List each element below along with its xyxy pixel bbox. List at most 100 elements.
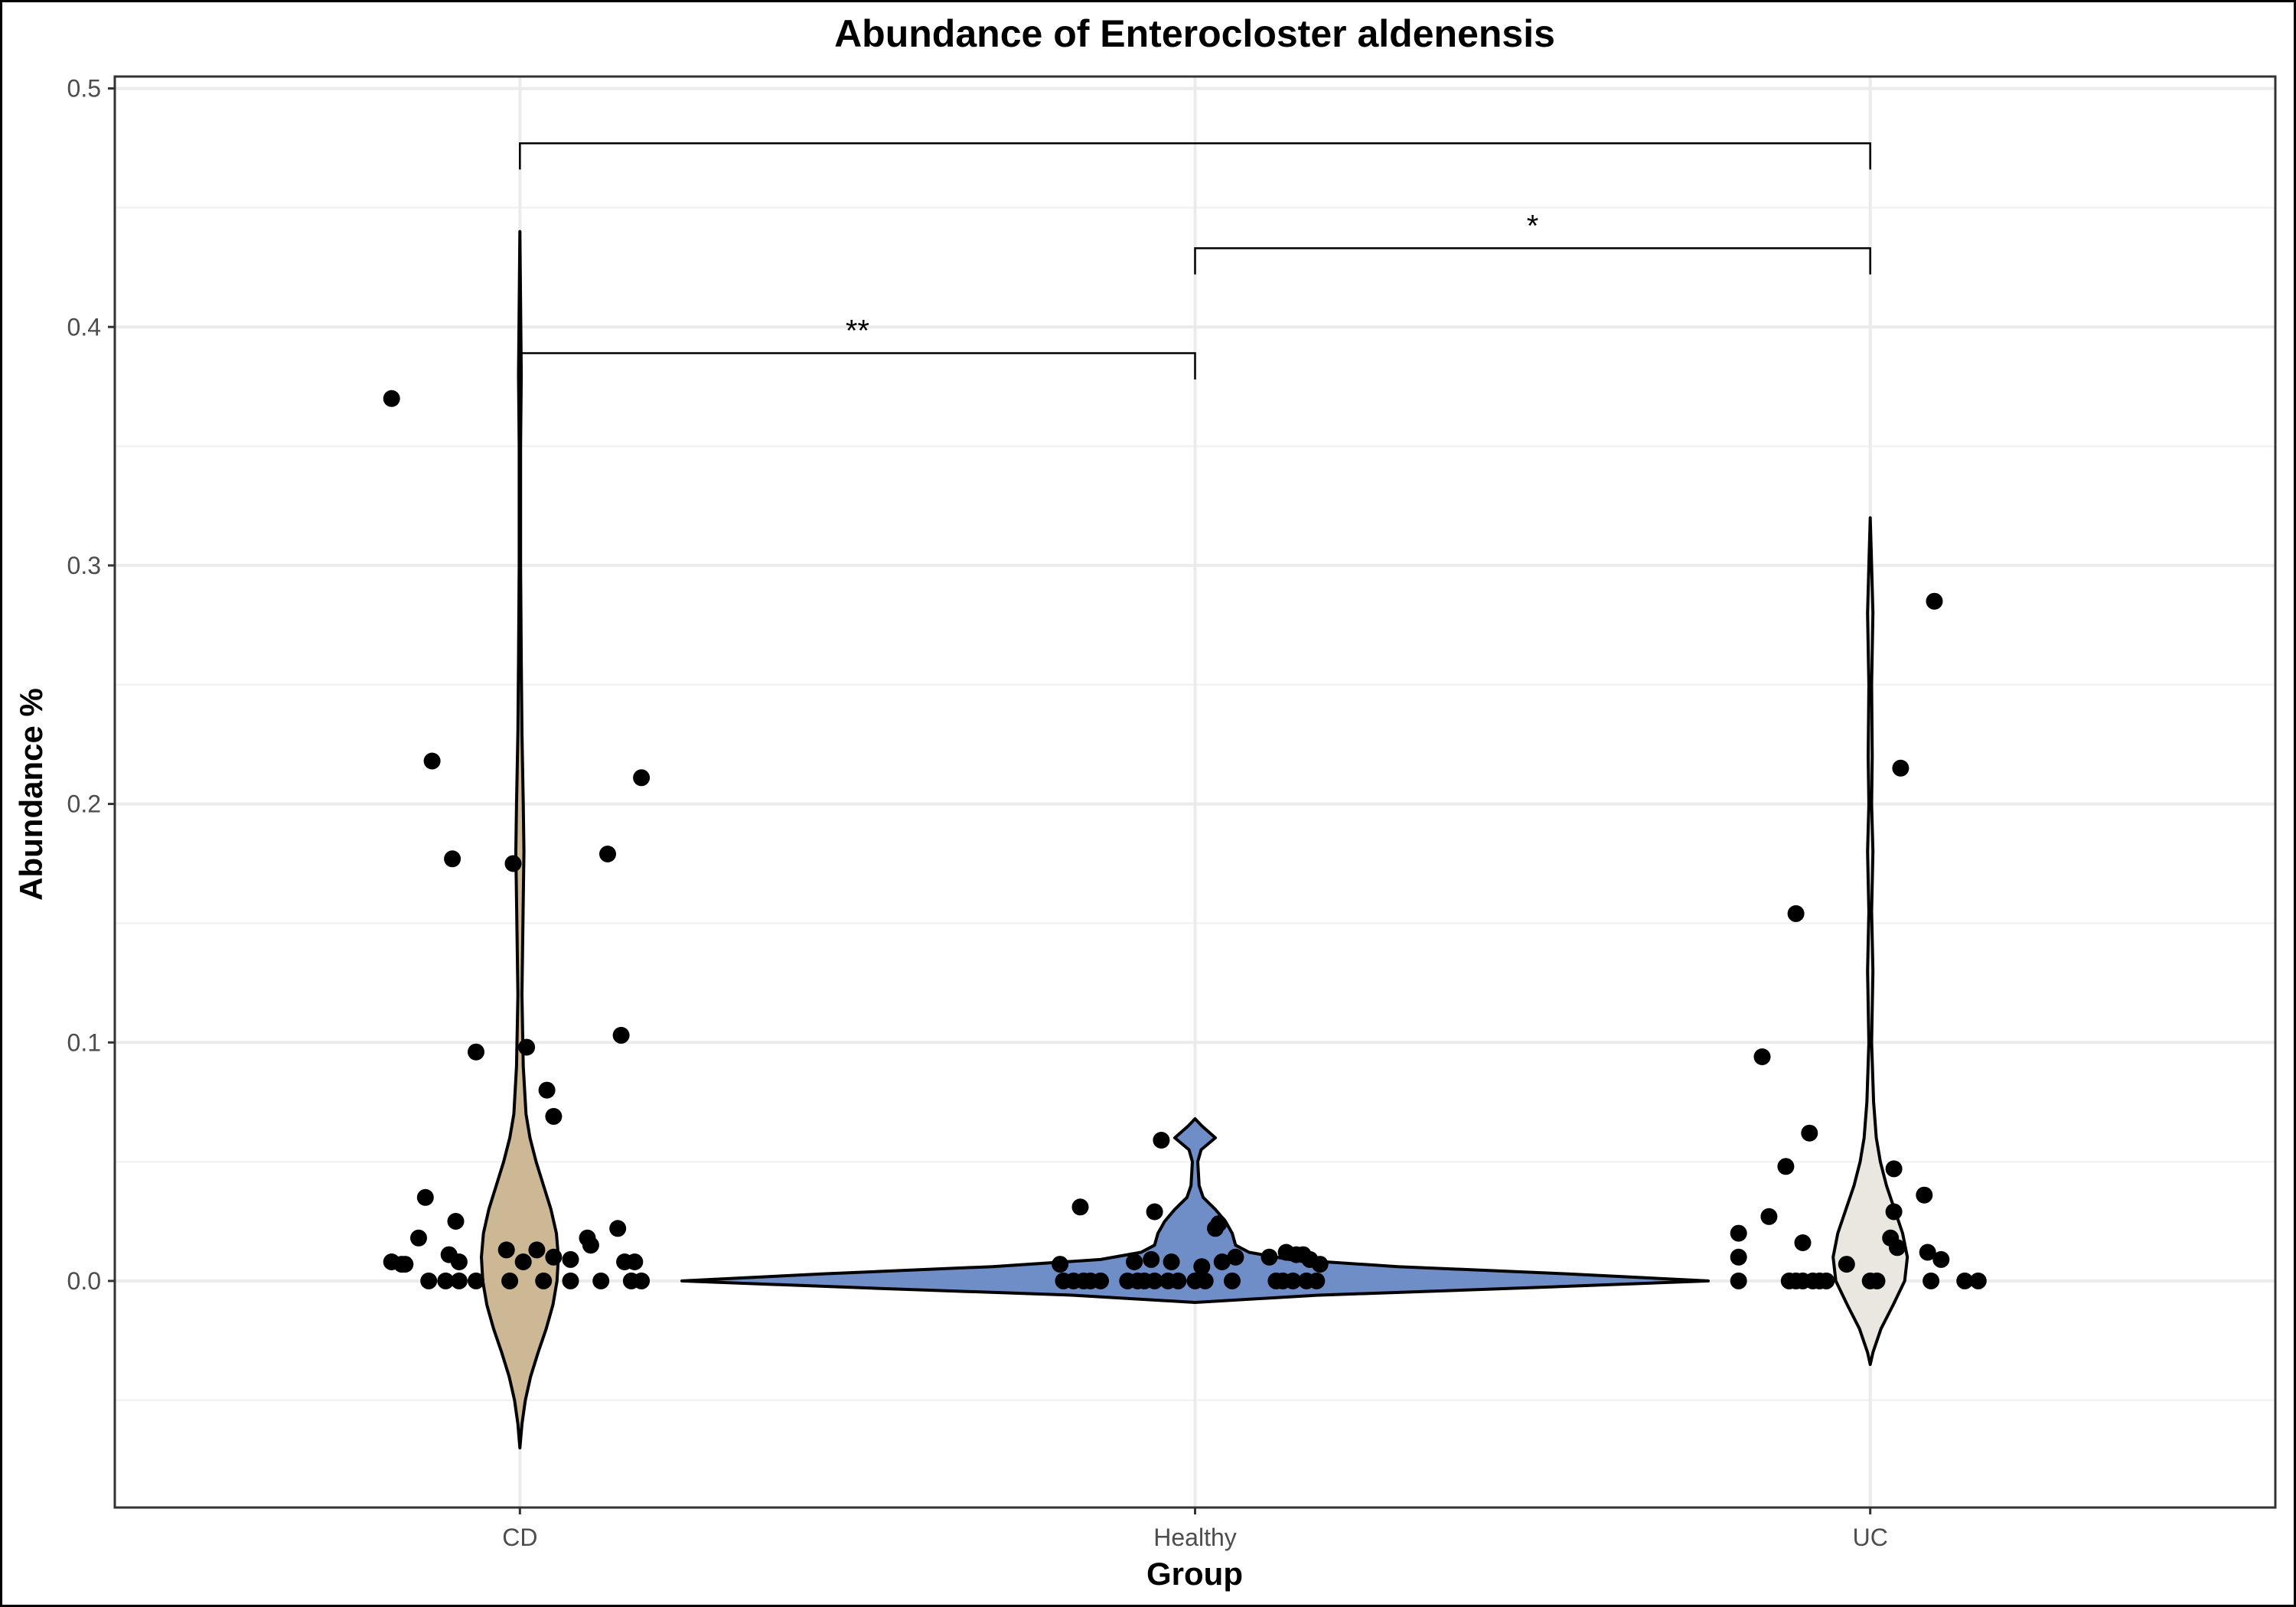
- data-point: [383, 390, 400, 407]
- data-point: [1753, 1048, 1771, 1065]
- data-point: [450, 1253, 468, 1270]
- data-point: [1956, 1272, 1974, 1289]
- data-point: [1730, 1224, 1747, 1242]
- data-point: [1196, 1272, 1214, 1289]
- significance-bracket: [1194, 247, 1871, 275]
- chart-title: Abundance of Enterocloster aldenensis: [834, 12, 1555, 55]
- data-point: [1787, 905, 1805, 922]
- significance-label: *: [1527, 209, 1539, 243]
- x-tick-label: UC: [1853, 1524, 1888, 1551]
- data-point: [535, 1272, 553, 1289]
- data-point: [1071, 1198, 1089, 1216]
- data-point: [468, 1272, 484, 1289]
- significance-bracket: [519, 352, 1196, 380]
- data-point: [592, 1272, 610, 1289]
- data-point: [1213, 1253, 1231, 1270]
- data-point: [447, 1213, 465, 1230]
- data-point: [1885, 1203, 1903, 1221]
- data-point: [562, 1250, 579, 1268]
- x-tick-label: Healthy: [1153, 1524, 1237, 1551]
- data-point: [410, 1229, 427, 1247]
- data-point: [504, 855, 522, 872]
- data-point: [1227, 1248, 1244, 1266]
- data-point: [562, 1272, 579, 1289]
- data-point: [1163, 1253, 1180, 1270]
- data-point: [444, 850, 461, 868]
- data-point: [1311, 1256, 1329, 1273]
- x-axis-ticks: CD Healthy UC: [502, 1508, 1888, 1551]
- data-point: [545, 1248, 563, 1266]
- y-tick-label: 0.3: [67, 552, 101, 579]
- data-point: [1169, 1272, 1187, 1289]
- data-point: [1794, 1234, 1812, 1251]
- data-point: [1919, 1244, 1936, 1261]
- data-point: [1143, 1250, 1160, 1268]
- data-point: [1801, 1124, 1818, 1142]
- data-point: [612, 1026, 630, 1044]
- data-point: [626, 1253, 644, 1270]
- data-point: [633, 769, 651, 787]
- data-point: [514, 1253, 532, 1270]
- data-point: [1892, 759, 1910, 777]
- significance-label: **: [846, 315, 869, 348]
- data-point: [1126, 1253, 1143, 1270]
- data-point: [420, 1272, 438, 1289]
- data-point: [1193, 1258, 1211, 1276]
- data-point: [599, 846, 616, 862]
- data-point: [1284, 1272, 1302, 1289]
- data-point: [423, 752, 441, 770]
- data-point: [1207, 1220, 1224, 1237]
- data-point: [1308, 1272, 1326, 1289]
- data-point: [1730, 1272, 1747, 1289]
- y-axis-ticks: 0.0 0.1 0.2 0.3 0.4 0.5: [67, 75, 115, 1295]
- data-point: [1818, 1272, 1835, 1289]
- data-point: [450, 1272, 468, 1289]
- y-tick-label: 0.2: [67, 790, 101, 818]
- data-point: [1261, 1248, 1278, 1266]
- data-point: [545, 1107, 563, 1125]
- x-tick-label: CD: [502, 1524, 537, 1551]
- x-axis-title: Group: [1146, 1556, 1243, 1592]
- data-point: [1969, 1272, 1987, 1289]
- data-point: [1838, 1256, 1855, 1273]
- data-point: [1889, 1239, 1906, 1257]
- data-point: [497, 1241, 515, 1259]
- data-point: [416, 1188, 434, 1206]
- data-point: [1730, 1248, 1747, 1266]
- violin-cd: [480, 230, 560, 1450]
- data-point: [1777, 1158, 1795, 1175]
- data-point: [1153, 1132, 1170, 1149]
- data-point: [1923, 1272, 1940, 1289]
- y-tick-label: 0.5: [67, 75, 101, 103]
- data-point: [633, 1272, 651, 1289]
- data-point: [528, 1241, 546, 1259]
- data-point: [1932, 1250, 1950, 1268]
- data-point: [501, 1272, 519, 1289]
- significance-bracket: [519, 142, 1871, 170]
- significance-brackets: ***: [519, 142, 1871, 380]
- data-point: [609, 1220, 627, 1237]
- data-point: [1146, 1272, 1163, 1289]
- y-tick-label: 0.1: [67, 1028, 101, 1056]
- data-point: [1052, 1256, 1069, 1273]
- data-point: [393, 1256, 410, 1273]
- data-points: [383, 390, 1987, 1289]
- data-point: [437, 1272, 455, 1289]
- data-point: [1885, 1160, 1903, 1178]
- data-point: [1092, 1272, 1109, 1289]
- data-point: [1146, 1203, 1163, 1221]
- data-point: [1916, 1186, 1933, 1204]
- y-tick-label: 0.0: [67, 1267, 101, 1295]
- data-point: [1926, 592, 1943, 610]
- data-point: [1224, 1272, 1241, 1289]
- y-axis-title: Abundance %: [13, 688, 49, 901]
- data-point: [518, 1038, 536, 1056]
- data-point: [468, 1043, 484, 1061]
- y-tick-label: 0.4: [67, 313, 101, 341]
- data-point: [1760, 1208, 1778, 1225]
- data-point: [1868, 1272, 1886, 1289]
- data-point: [582, 1237, 599, 1254]
- data-point: [538, 1081, 556, 1099]
